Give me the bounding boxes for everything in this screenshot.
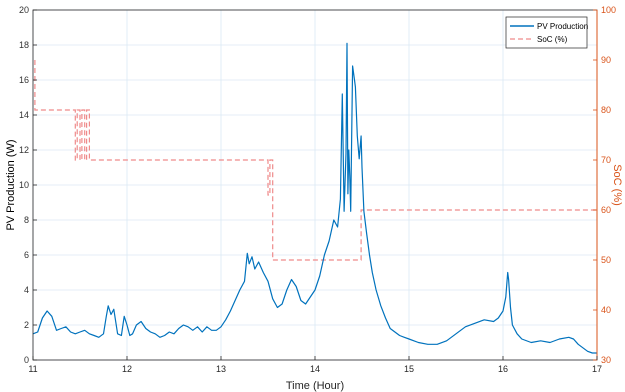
right-tick-label: 40 <box>601 305 611 315</box>
left-tick-label: 8 <box>24 215 29 225</box>
x-tick-label: 15 <box>404 364 414 374</box>
right-tick-label: 30 <box>601 355 611 365</box>
right-y-axis-title: SoC (%) <box>611 164 623 206</box>
right-tick-label: 100 <box>601 5 616 15</box>
x-axis-title: Time (Hour) <box>286 380 344 392</box>
left-y-axis-title: PV Production (W) <box>5 139 17 230</box>
legend-label-pv: PV Production <box>537 22 588 31</box>
x-tick-label: 17 <box>592 364 602 374</box>
legend: PV Production SoC (%) <box>505 16 588 49</box>
x-tick-label: 16 <box>498 364 508 374</box>
left-axis-ticks: 0 2 4 6 8 10 12 14 16 18 20 <box>19 5 37 365</box>
left-tick-label: 2 <box>24 320 29 330</box>
right-tick-label: 50 <box>601 255 611 265</box>
left-tick-label: 6 <box>24 250 29 260</box>
right-axis-ticks: 30 40 50 60 70 80 90 100 <box>593 5 616 365</box>
left-tick-label: 10 <box>19 180 29 190</box>
x-axis-ticks: 11 12 13 14 15 16 17 <box>28 356 602 374</box>
left-tick-label: 18 <box>19 40 29 50</box>
left-tick-label: 12 <box>19 145 29 155</box>
legend-box <box>505 16 588 49</box>
pv-production-series-line <box>32 42 597 354</box>
left-tick-label: 20 <box>19 5 29 15</box>
x-tick-label: 11 <box>28 364 37 374</box>
left-tick-label: 0 <box>24 355 29 365</box>
x-tick-label: 14 <box>310 364 320 374</box>
right-tick-label: 90 <box>601 55 611 65</box>
left-tick-label: 16 <box>19 75 29 85</box>
soc-series-line <box>34 60 597 261</box>
right-tick-label: 80 <box>601 105 611 115</box>
legend-label-soc: SoC (%) <box>537 35 568 44</box>
right-tick-label: 70 <box>601 155 611 165</box>
x-tick-label: 13 <box>216 364 226 374</box>
right-tick-label: 60 <box>601 205 611 215</box>
left-tick-label: 4 <box>24 285 29 295</box>
left-tick-label: 14 <box>19 110 29 120</box>
series-lines <box>32 42 597 354</box>
x-tick-label: 12 <box>122 364 132 374</box>
